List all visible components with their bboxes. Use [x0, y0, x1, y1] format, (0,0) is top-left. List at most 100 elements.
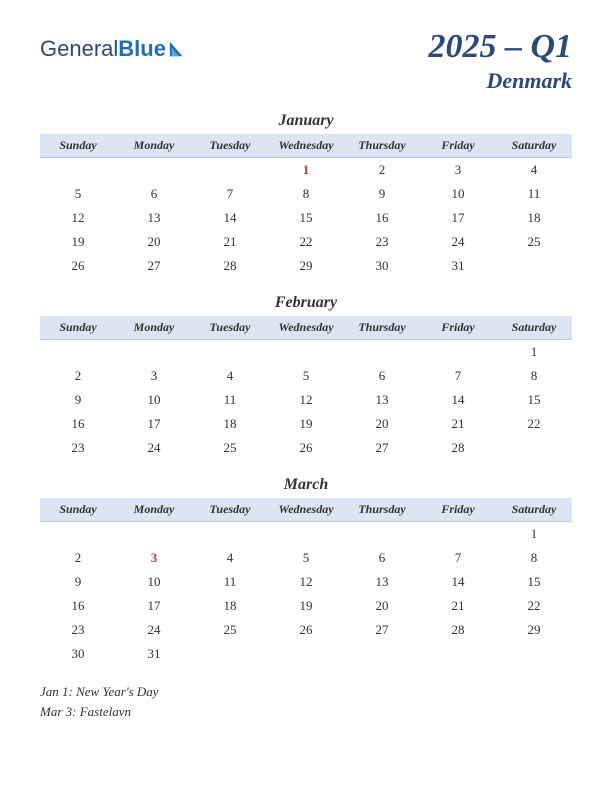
day-cell: 31 [420, 254, 496, 278]
day-cell: 27 [344, 618, 420, 642]
day-cell: 7 [192, 182, 268, 206]
day-cell: 10 [116, 570, 192, 594]
day-cell: 6 [344, 546, 420, 570]
day-cell [496, 436, 572, 460]
day-cell [344, 642, 420, 666]
day-header: Tuesday [192, 134, 268, 158]
day-cell [420, 642, 496, 666]
day-cell: 11 [496, 182, 572, 206]
day-cell: 3 [420, 158, 496, 183]
day-cell: 18 [192, 412, 268, 436]
calendar-table: SundayMondayTuesdayWednesdayThursdayFrid… [40, 316, 572, 460]
day-cell: 19 [268, 412, 344, 436]
day-cell: 11 [192, 388, 268, 412]
day-cell: 6 [116, 182, 192, 206]
day-cell: 2 [40, 546, 116, 570]
day-cell: 10 [116, 388, 192, 412]
day-cell [40, 158, 116, 183]
day-cell [268, 340, 344, 365]
day-cell: 24 [116, 436, 192, 460]
month-block: MarchSundayMondayTuesdayWednesdayThursda… [40, 476, 572, 666]
day-cell: 3 [116, 546, 192, 570]
day-cell [192, 158, 268, 183]
day-cell [344, 522, 420, 547]
day-header: Wednesday [268, 498, 344, 522]
day-cell: 13 [344, 388, 420, 412]
day-cell: 8 [268, 182, 344, 206]
day-cell [496, 254, 572, 278]
day-cell: 27 [116, 254, 192, 278]
month-name: January [40, 112, 572, 130]
holiday-note-line: Mar 3: Fastelavn [40, 702, 572, 722]
day-cell: 12 [40, 206, 116, 230]
day-header: Wednesday [268, 134, 344, 158]
day-cell: 18 [192, 594, 268, 618]
day-cell [344, 340, 420, 365]
day-cell: 4 [192, 546, 268, 570]
day-cell: 21 [420, 594, 496, 618]
day-cell: 5 [268, 364, 344, 388]
day-cell: 22 [496, 412, 572, 436]
holiday-notes: Jan 1: New Year's DayMar 3: Fastelavn [40, 682, 572, 721]
logo: GeneralBlue [40, 36, 186, 62]
day-cell: 26 [40, 254, 116, 278]
day-cell: 2 [344, 158, 420, 183]
day-header: Saturday [496, 134, 572, 158]
day-cell: 15 [496, 388, 572, 412]
day-header: Tuesday [192, 498, 268, 522]
header: GeneralBlue 2025 – Q1 Denmark [40, 30, 572, 94]
day-cell [420, 522, 496, 547]
day-cell: 31 [116, 642, 192, 666]
day-cell: 28 [420, 618, 496, 642]
day-cell: 7 [420, 364, 496, 388]
day-cell: 17 [116, 412, 192, 436]
month-block: JanuarySundayMondayTuesdayWednesdayThurs… [40, 112, 572, 278]
day-cell: 25 [496, 230, 572, 254]
day-cell [496, 642, 572, 666]
day-cell: 23 [40, 618, 116, 642]
month-name: March [40, 476, 572, 494]
day-cell: 27 [344, 436, 420, 460]
holiday-note-line: Jan 1: New Year's Day [40, 682, 572, 702]
day-cell: 2 [40, 364, 116, 388]
day-cell [192, 340, 268, 365]
day-header: Friday [420, 498, 496, 522]
day-cell: 13 [116, 206, 192, 230]
day-cell: 14 [420, 388, 496, 412]
day-header: Friday [420, 134, 496, 158]
day-cell: 20 [116, 230, 192, 254]
day-cell: 19 [268, 594, 344, 618]
day-cell [116, 158, 192, 183]
day-cell: 26 [268, 436, 344, 460]
day-header: Monday [116, 498, 192, 522]
day-header: Sunday [40, 134, 116, 158]
day-cell [192, 522, 268, 547]
calendars-container: JanuarySundayMondayTuesdayWednesdayThurs… [40, 112, 572, 666]
day-cell: 21 [420, 412, 496, 436]
day-header: Friday [420, 316, 496, 340]
page-subtitle: Denmark [428, 68, 572, 94]
day-cell [268, 522, 344, 547]
day-cell [116, 340, 192, 365]
day-cell: 28 [192, 254, 268, 278]
day-cell: 29 [268, 254, 344, 278]
day-cell: 23 [40, 436, 116, 460]
day-header: Thursday [344, 316, 420, 340]
day-cell: 14 [192, 206, 268, 230]
day-cell: 18 [496, 206, 572, 230]
day-header: Saturday [496, 498, 572, 522]
day-cell: 12 [268, 570, 344, 594]
day-cell: 5 [40, 182, 116, 206]
day-cell: 1 [268, 158, 344, 183]
day-cell: 21 [192, 230, 268, 254]
day-cell: 1 [496, 340, 572, 365]
day-cell: 20 [344, 412, 420, 436]
day-cell: 20 [344, 594, 420, 618]
day-cell: 22 [496, 594, 572, 618]
day-cell: 4 [496, 158, 572, 183]
day-cell: 24 [116, 618, 192, 642]
day-cell: 5 [268, 546, 344, 570]
day-cell: 9 [344, 182, 420, 206]
logo-sail-icon [168, 40, 186, 58]
day-cell: 8 [496, 364, 572, 388]
